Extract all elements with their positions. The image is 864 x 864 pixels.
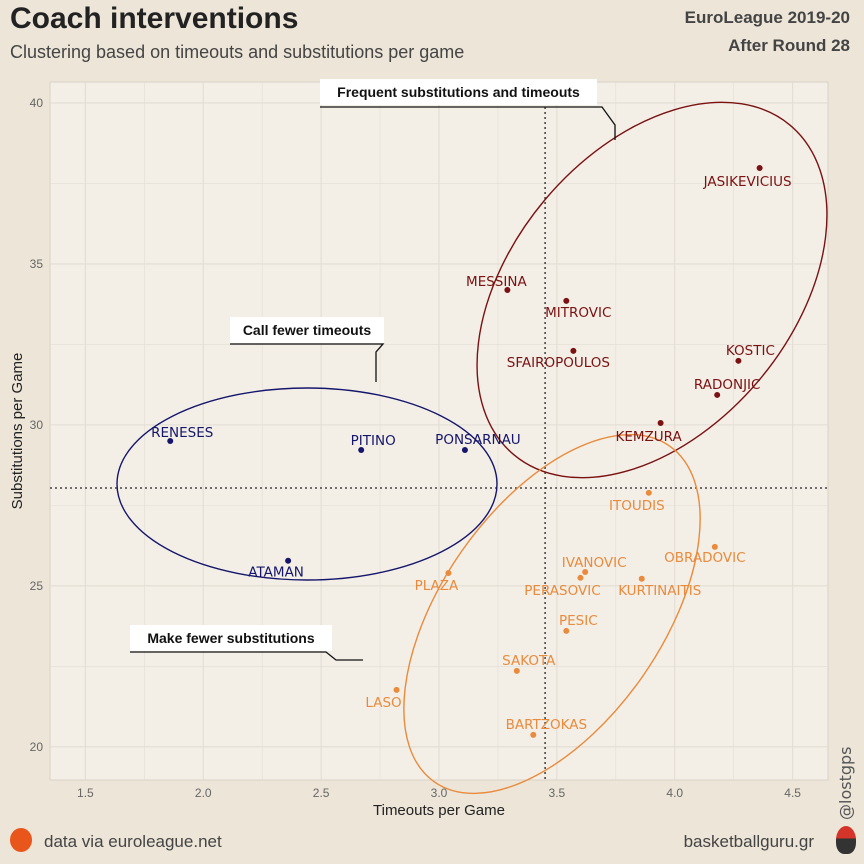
point-label: SAKOTA <box>502 653 556 669</box>
data-point <box>711 543 718 550</box>
annotation-box <box>320 79 597 105</box>
x-tick-label: 3.5 <box>549 786 566 800</box>
data-point <box>445 569 452 576</box>
data-point <box>513 667 520 674</box>
data-point <box>285 557 292 564</box>
point-label: JASIKEVICIUS <box>703 174 792 190</box>
data-point <box>657 419 664 426</box>
data-point <box>393 686 400 693</box>
round-label: After Round 28 <box>728 36 850 55</box>
point-label: RADONJIC <box>694 377 761 393</box>
point-label: MITROVIC <box>545 305 611 321</box>
data-point <box>563 297 570 304</box>
x-tick-label: 2.0 <box>195 786 212 800</box>
annotation-label: Call fewer timeouts <box>243 322 372 338</box>
annotation-leader-line <box>130 651 363 661</box>
data-point <box>756 164 763 171</box>
annotation-label: Frequent substitutions and timeouts <box>337 84 580 100</box>
annotation-leader-line <box>320 106 616 140</box>
point-label: KEMZURA <box>615 429 682 445</box>
point-label: IVANOVIC <box>562 555 627 571</box>
point-label: PITINO <box>351 433 396 449</box>
data-point <box>714 391 721 398</box>
data-point <box>638 575 645 582</box>
point-label: BARTZOKAS <box>506 717 587 733</box>
data-point <box>167 437 174 444</box>
data-source: data via euroleague.net <box>44 832 222 851</box>
site-name: basketballguru.gr <box>683 832 814 851</box>
point-label: KOSTIC <box>726 343 775 359</box>
chart-subtitle: Clustering based on timeouts and substit… <box>10 42 465 62</box>
point-label: ATAMAN <box>248 565 304 581</box>
guru-logo-icon <box>836 826 856 854</box>
x-tick-label: 1.5 <box>77 786 94 800</box>
data-point <box>461 446 468 453</box>
point-label: KURTINAITIS <box>618 583 701 599</box>
annotation-box <box>230 317 384 343</box>
y-axis-label: Substitutions per Game <box>9 353 26 510</box>
data-point <box>504 286 511 293</box>
data-point <box>645 489 652 496</box>
x-axis-label: Timeouts per Game <box>373 802 505 819</box>
cluster-ellipse <box>476 101 828 479</box>
cluster-ellipse <box>116 387 498 581</box>
data-point <box>530 731 537 738</box>
point-label: PERASOVIC <box>524 583 600 599</box>
point-label: OBRADOVIC <box>664 550 745 566</box>
annotation-label: Make fewer substitutions <box>147 630 314 646</box>
cluster-annotation: Make fewer substitutions <box>130 625 363 661</box>
point-label: MESSINA <box>466 274 527 290</box>
y-tick-label: 30 <box>30 418 44 432</box>
cluster-annotation: Frequent substitutions and timeouts <box>320 79 616 140</box>
data-point <box>582 569 589 576</box>
euroleague-logo-icon <box>10 828 32 852</box>
cluster-ellipse <box>403 433 701 795</box>
annotation-leader-line <box>230 343 385 382</box>
cluster-annotation: Call fewer timeouts <box>230 317 385 382</box>
point-label: LASO <box>365 695 401 711</box>
data-point <box>358 446 365 453</box>
data-point <box>563 627 570 634</box>
data-point <box>577 574 584 581</box>
season-label: EuroLeague 2019-20 <box>684 8 850 27</box>
chart-title: Coach interventions <box>10 2 299 35</box>
annotation-box <box>130 625 332 651</box>
x-tick-label: 3.0 <box>431 786 448 800</box>
y-tick-label: 40 <box>30 96 44 110</box>
x-tick-label: 4.0 <box>666 786 683 800</box>
point-label: PESIC <box>559 613 598 629</box>
point-label: PONSARNAU <box>435 432 521 448</box>
data-point <box>735 357 742 364</box>
point-label: ITOUDIS <box>609 498 665 514</box>
x-tick-label: 4.5 <box>784 786 801 800</box>
data-point <box>570 347 577 354</box>
point-label: RENESES <box>151 425 213 441</box>
point-label: PLAZA <box>415 578 459 594</box>
x-tick-label: 2.5 <box>313 786 330 800</box>
y-tick-label: 25 <box>30 579 44 593</box>
author-credit: @lostgps <box>836 746 855 821</box>
y-tick-label: 20 <box>30 740 44 754</box>
point-label: SFAIROPOULOS <box>507 355 610 371</box>
y-tick-label: 35 <box>30 257 44 271</box>
